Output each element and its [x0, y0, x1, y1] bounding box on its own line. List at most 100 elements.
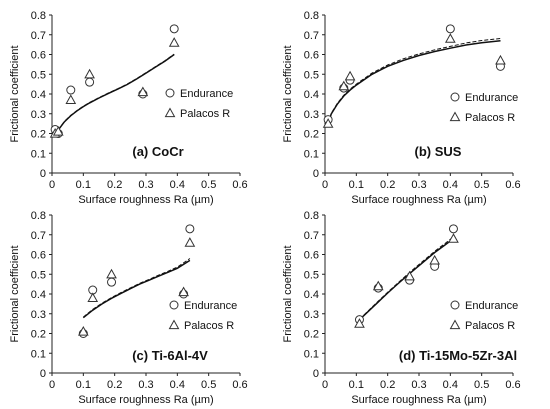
x-tick-label: 0.3	[411, 379, 426, 391]
data-point-palacos	[84, 68, 95, 79]
fit-curve-dashed	[359, 236, 454, 320]
y-tick-label: 0.3	[31, 309, 46, 321]
y-tick-label: 0.8	[304, 210, 319, 222]
data-point-palacos	[106, 268, 117, 279]
y-tick-label: 0.2	[31, 129, 46, 141]
data-point-palacos	[404, 270, 415, 281]
x-tick-label: 0.6	[505, 179, 520, 191]
y-tick-label: 0	[313, 368, 319, 380]
y-tick-label: 0	[313, 168, 319, 180]
x-axis-label: Surface roughness Ra (µm)	[351, 394, 486, 406]
x-tick-label: 0.2	[107, 179, 122, 191]
panel-c: 0 0.1 0.2 0.3 0.4 0.5 0.6 0.7 0.8 0 0.1 0.2 0.3 0.4 0.…	[9, 210, 248, 406]
fit-curve-dashed	[82, 258, 191, 318]
panel-title: (b) SUS	[415, 144, 462, 159]
x-tick-label: 0	[49, 379, 55, 391]
data-point-palacos	[495, 54, 506, 65]
x-tick-label: 0.3	[138, 179, 153, 191]
data-point-palacos	[338, 80, 350, 91]
x-tick-label: 0.4	[170, 179, 185, 191]
x-tick-label: 0.5	[474, 179, 489, 191]
x-tick-label: 0.5	[201, 179, 216, 191]
y-tick-label: 0.6	[31, 250, 46, 262]
y-tick-label: 0.2	[304, 129, 319, 141]
x-tick-label: 0.6	[505, 379, 520, 391]
data-point-endurance	[66, 85, 76, 95]
legend-label-palacos: Palacos R	[465, 320, 515, 332]
x-tick-label: 0.4	[443, 179, 458, 191]
y-tick-label: 0.8	[31, 10, 46, 22]
data-point-endurance	[169, 24, 179, 34]
y-tick-label: 0.7	[31, 30, 46, 42]
legend-triangle-marker	[164, 107, 176, 118]
y-tick-label: 0.6	[31, 50, 46, 62]
x-tick-label: 0.6	[232, 179, 247, 191]
legend-circle-marker	[165, 88, 175, 98]
y-tick-label: 0.5	[31, 269, 46, 281]
y-tick-label: 0.7	[31, 230, 46, 242]
y-tick-label: 0.1	[31, 148, 46, 160]
x-tick-label: 0.2	[107, 379, 122, 391]
data-point-palacos	[178, 286, 189, 297]
panel-d: 0 0.1 0.2 0.3 0.4 0.5 0.6 0.7 0.8 0 0.1 0.2 0.3 0.4 0.…	[282, 210, 521, 406]
y-tick-label: 0.5	[31, 69, 46, 81]
y-tick-label: 0.6	[304, 50, 319, 62]
x-tick-label: 0.3	[138, 379, 153, 391]
x-tick-label: 0.1	[349, 179, 364, 191]
y-axis-label: Frictional coefficient	[282, 45, 294, 142]
legend-triangle-marker	[449, 319, 461, 330]
data-point-palacos	[87, 292, 99, 303]
data-point-palacos	[184, 237, 196, 247]
data-point-palacos	[344, 70, 356, 81]
x-axis-label: Surface roughness Ra (µm)	[351, 194, 486, 206]
y-tick-label: 0.5	[304, 269, 319, 281]
data-point-endurance	[185, 224, 195, 234]
x-tick-label: 0.4	[170, 379, 185, 391]
data-point-palacos	[448, 233, 459, 243]
x-tick-label: 0.2	[380, 179, 395, 191]
data-point-palacos	[372, 280, 384, 291]
y-tick-label: 0.4	[304, 89, 319, 101]
y-tick-label: 0.7	[304, 230, 319, 242]
data-point-endurance	[107, 277, 117, 287]
data-point-palacos	[322, 118, 334, 128]
y-tick-label: 0.1	[304, 348, 319, 360]
fit-curve-solid	[358, 238, 454, 321]
y-tick-label: 0	[40, 168, 46, 180]
x-tick-label: 0.1	[76, 179, 91, 191]
y-tick-label: 0.5	[304, 69, 319, 81]
y-tick-label: 0.3	[304, 109, 319, 121]
legend-circle-marker	[169, 300, 179, 310]
y-tick-label: 0.4	[304, 289, 319, 301]
y-tick-label: 0.1	[31, 348, 46, 360]
fit-curve-solid	[54, 53, 175, 136]
legend-label-endurance: Endurance	[465, 300, 518, 312]
y-axis-label: Frictional coefficient	[9, 245, 21, 342]
data-point-palacos	[354, 318, 365, 328]
legend-label-endurance: Endurance	[184, 300, 237, 312]
data-point-palacos	[52, 125, 64, 136]
legend-label-palacos: Palacos R	[465, 112, 515, 124]
y-axis-label: Frictional coefficient	[9, 45, 21, 142]
y-tick-label: 0.8	[31, 210, 46, 222]
fit-curve-dashed	[54, 53, 175, 136]
y-tick-label: 0.1	[304, 148, 319, 160]
y-tick-label: 0.3	[31, 109, 46, 121]
data-point-palacos	[429, 254, 441, 265]
panel-title: (d) Ti-15Mo-5Zr-3Al	[399, 348, 517, 363]
panel-a: 0 0.1 0.2 0.3 0.4 0.5 0.6 0.7 0.8 0 0.1 0.2 0.3 0.4 0.…	[9, 10, 248, 206]
fit-curve-solid	[82, 259, 191, 319]
y-tick-label: 0.7	[304, 30, 319, 42]
data-point-palacos	[137, 86, 149, 97]
data-point-endurance	[445, 24, 455, 34]
x-tick-label: 0.5	[474, 379, 489, 391]
x-tick-label: 0.6	[232, 379, 247, 391]
legend-label-endurance: Endurance	[465, 92, 518, 104]
legend-triangle-marker	[449, 111, 461, 122]
x-tick-label: 0.1	[76, 379, 91, 391]
data-point-palacos	[444, 33, 456, 43]
panel-title: (c) Ti-6Al-4V	[132, 348, 208, 363]
data-point-palacos	[168, 37, 180, 47]
x-axis-label: Surface roughness Ra (µm)	[78, 394, 213, 406]
